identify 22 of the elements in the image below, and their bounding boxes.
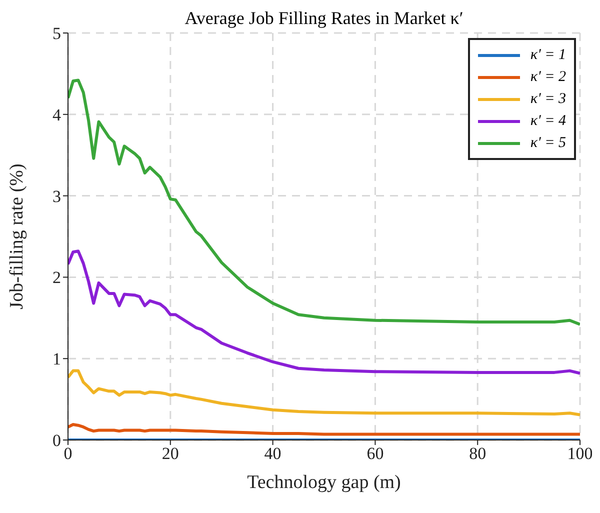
- x-tick-label: 60: [366, 444, 384, 464]
- line-series: [68, 250, 580, 375]
- line-series: [68, 369, 580, 416]
- y-tick-label: 3: [52, 186, 61, 206]
- x-tick-label: 80: [469, 444, 486, 464]
- legend-label: κ′ = 3: [530, 90, 566, 108]
- legend-label: κ′ = 2: [530, 68, 566, 86]
- x-tick-label: 20: [162, 444, 179, 464]
- legend-label: κ′ = 4: [530, 112, 566, 130]
- x-tick-label: 100: [567, 444, 593, 464]
- x-axis-title: Technology gap (m): [247, 472, 401, 493]
- y-tick-label: 2: [52, 268, 61, 288]
- y-axis-title: Job-filling rate (%): [6, 164, 28, 310]
- legend-label: κ′ = 1: [530, 46, 566, 64]
- y-tick-label: 4: [52, 105, 62, 124]
- line-series: [68, 423, 580, 436]
- y-tick-label: 5: [52, 24, 61, 44]
- legend-label: κ′ = 5: [530, 134, 566, 152]
- chart-title: Average Job Filling Rates in Market κ′: [184, 8, 464, 29]
- x-tick-label: 40: [264, 444, 282, 464]
- y-tick-label: 0: [52, 431, 61, 450]
- y-tick-label: 1: [52, 350, 61, 369]
